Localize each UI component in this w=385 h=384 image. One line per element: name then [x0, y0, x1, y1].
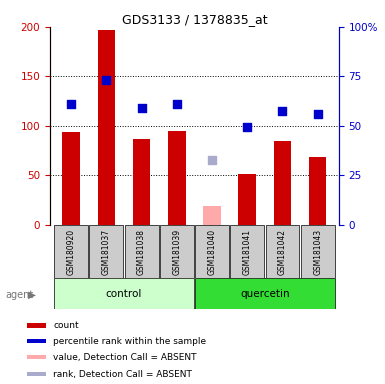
Bar	[274, 141, 291, 225]
FancyBboxPatch shape	[230, 225, 264, 278]
Bar	[309, 157, 326, 225]
Bar	[133, 139, 151, 225]
Bar	[203, 206, 221, 225]
FancyBboxPatch shape	[160, 225, 194, 278]
FancyBboxPatch shape	[125, 225, 159, 278]
Point	[315, 111, 321, 117]
Bar	[97, 30, 115, 225]
Point	[209, 157, 215, 164]
Point	[103, 77, 109, 83]
Text: rank, Detection Call = ABSENT: rank, Detection Call = ABSENT	[53, 369, 192, 379]
Text: GSM180920: GSM180920	[67, 228, 76, 275]
Text: control: control	[106, 289, 142, 299]
Title: GDS3133 / 1378835_at: GDS3133 / 1378835_at	[122, 13, 267, 26]
Text: GSM181037: GSM181037	[102, 228, 111, 275]
Text: GSM181040: GSM181040	[208, 228, 216, 275]
FancyBboxPatch shape	[195, 278, 335, 309]
Bar	[27, 355, 46, 359]
Text: GSM181038: GSM181038	[137, 228, 146, 275]
FancyBboxPatch shape	[54, 225, 88, 278]
Bar	[27, 323, 46, 328]
Text: ▶: ▶	[28, 290, 36, 300]
Point	[139, 105, 145, 111]
Bar	[238, 174, 256, 225]
Text: GSM181039: GSM181039	[172, 228, 181, 275]
Text: count: count	[53, 321, 79, 330]
Bar	[168, 131, 186, 225]
Text: GSM181043: GSM181043	[313, 228, 322, 275]
FancyBboxPatch shape	[266, 225, 300, 278]
Bar	[27, 339, 46, 343]
Point	[68, 101, 74, 107]
FancyBboxPatch shape	[89, 225, 123, 278]
FancyBboxPatch shape	[301, 225, 335, 278]
Point	[244, 124, 250, 130]
Text: percentile rank within the sample: percentile rank within the sample	[53, 337, 206, 346]
Text: agent: agent	[6, 290, 34, 300]
FancyBboxPatch shape	[195, 225, 229, 278]
Text: GSM181041: GSM181041	[243, 228, 252, 275]
Text: GSM181042: GSM181042	[278, 228, 287, 275]
Point	[174, 101, 180, 107]
Text: quercetin: quercetin	[240, 289, 290, 299]
Bar	[27, 372, 46, 376]
Bar	[62, 132, 80, 225]
Text: value, Detection Call = ABSENT: value, Detection Call = ABSENT	[53, 353, 197, 361]
Point	[280, 108, 286, 114]
FancyBboxPatch shape	[54, 278, 194, 309]
